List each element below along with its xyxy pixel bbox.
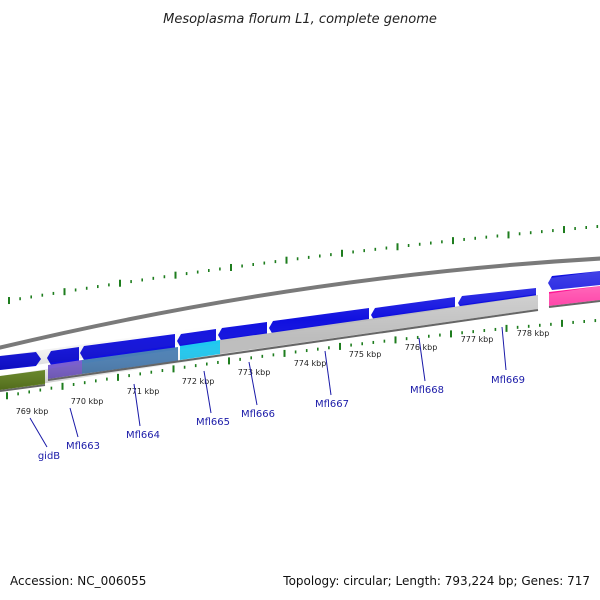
- accession-text: Accession: NC_006055: [10, 574, 146, 588]
- forward-strand-genes: [0, 271, 600, 370]
- gene-label-Mfl663: Mfl663: [66, 441, 100, 452]
- gene-label-Mfl669: Mfl669: [491, 375, 525, 386]
- kbp-label: 778 kbp: [517, 329, 550, 338]
- feature-shading: [0, 286, 600, 390]
- kbp-label: 775 kbp: [349, 350, 382, 359]
- gene-label-gidB: gidB: [38, 451, 60, 462]
- kbp-label: 777 kbp: [461, 335, 494, 344]
- gene-label-Mfl664: Mfl664: [126, 430, 160, 441]
- strand-shading: [0, 271, 600, 370]
- leader-line: [29, 417, 48, 448]
- gene-label-Mfl668: Mfl668: [410, 385, 444, 396]
- backbone-line: [0, 256, 600, 350]
- gene-labels: gidB Mfl663 Mfl664 Mfl665 Mfl666 Mfl667 …: [38, 375, 525, 462]
- kbp-label: 774 kbp: [294, 359, 327, 368]
- feature-track: [0, 286, 600, 392]
- leader-line: [203, 370, 212, 414]
- outer-tick-marks: [8, 225, 599, 305]
- gene-label-leaders: [29, 326, 507, 448]
- kbp-label: 771 kbp: [127, 387, 160, 396]
- leader-line: [248, 361, 258, 406]
- kbp-label: 772 kbp: [182, 377, 215, 386]
- kbp-ruler: 769 kbp 770 kbp 771 kbp 772 kbp 773 kbp …: [16, 329, 550, 416]
- gene-label-Mfl665: Mfl665: [196, 417, 230, 428]
- leader-line: [418, 337, 426, 382]
- leader-line: [69, 407, 79, 438]
- feature-edge: [0, 300, 600, 392]
- gene-label-Mfl667: Mfl667: [315, 399, 349, 410]
- leader-line: [501, 326, 507, 371]
- inner-tick-marks: [6, 319, 597, 400]
- kbp-label: 776 kbp: [405, 343, 438, 352]
- leader-line: [133, 383, 141, 427]
- leader-line: [324, 350, 332, 396]
- gene-label-Mfl666: Mfl666: [241, 409, 275, 420]
- genome-summary-text: Topology: circular; Length: 793,224 bp; …: [282, 574, 590, 588]
- kbp-label: 770 kbp: [71, 397, 104, 406]
- kbp-label: 773 kbp: [238, 368, 271, 377]
- kbp-label: 769 kbp: [16, 407, 49, 416]
- map-title: Mesoplasma florum L1, complete genome: [163, 12, 437, 27]
